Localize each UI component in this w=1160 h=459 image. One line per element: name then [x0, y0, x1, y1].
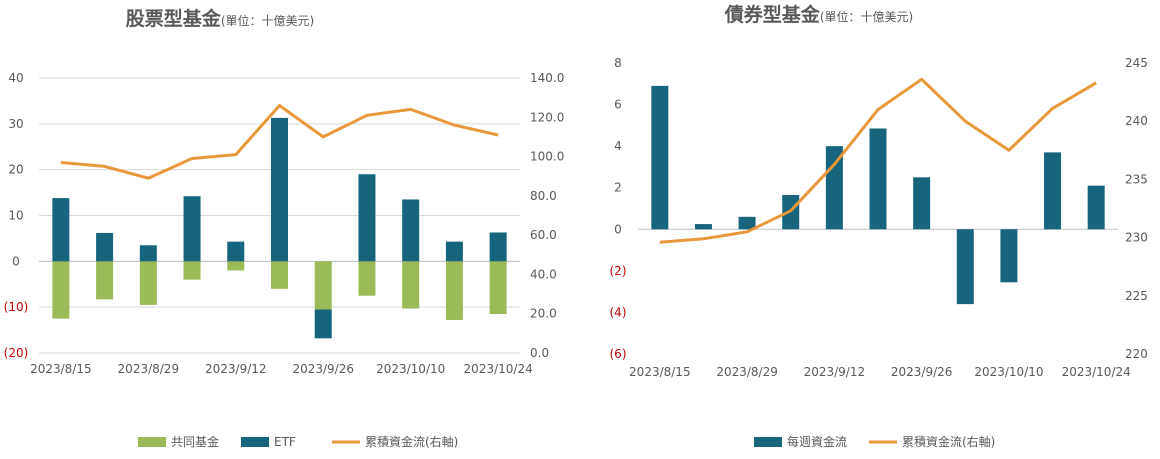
- bar-flow: [1000, 229, 1018, 283]
- bond-fund-chart: 債券型基金(單位：十億美元) (6) (4) (2) 0 2 4 6 8 220 225 230 235…: [580, 0, 1160, 459]
- bar-etf: [227, 241, 245, 262]
- legend-label: 累積資金流(右軸): [365, 434, 458, 449]
- y-right-tick-label: 230: [1125, 231, 1148, 245]
- legend-label: 累積資金流(右軸): [902, 434, 995, 449]
- bar-flow: [358, 261, 376, 296]
- bar-flow: [445, 261, 463, 320]
- y-right-tick-label: 235: [1125, 172, 1148, 186]
- bond-fund-chart-svg: 債券型基金(單位：十億美元) (6) (4) (2) 0 2 4 6 8 220 225 230 235…: [610, 3, 1148, 449]
- bar-etf: [183, 196, 201, 262]
- equity-fund-chart-svg: 股票型基金(單位：十億美元) (20) (10) 0 10 20 30 40 0.0 20.0 40…: [4, 7, 565, 449]
- x-tick-label: 2023/9/26: [292, 362, 354, 376]
- cumulative-flow-line: [659, 77, 1097, 244]
- bar-flow: [651, 85, 669, 230]
- legend-swatch: [138, 437, 166, 447]
- equity-fund-chart: 股票型基金(單位：十億美元) (20) (10) 0 10 20 30 40 0.0 20.0 40…: [4, 7, 565, 449]
- chart-title-main: 股票型基金: [126, 7, 222, 30]
- bar-flow: [96, 261, 114, 300]
- y-right-tick-label: 225: [1125, 289, 1148, 303]
- y-right-tick-label: 80.0: [530, 189, 557, 203]
- x-tick-label: 2023/9/26: [891, 365, 953, 379]
- y-left-tick-label: 2: [614, 181, 622, 195]
- x-tick-label: 2023/9/12: [205, 362, 267, 376]
- y-right-tick-label: 140.0: [530, 71, 564, 85]
- bar-flow: [694, 224, 712, 230]
- bar-etf: [402, 199, 420, 262]
- y-left-tick-label: 40: [8, 71, 23, 85]
- x-tick-label: 2023/8/15: [30, 362, 92, 376]
- y-right-tick-label: 20.0: [530, 307, 557, 321]
- bar-etf: [445, 241, 463, 262]
- y-left-tick-label: (4): [610, 305, 627, 319]
- chart-title-main: 債券型基金: [724, 3, 821, 26]
- bar-etf: [52, 198, 70, 262]
- y-left-tick-label: 4: [614, 139, 622, 153]
- bar-flow: [956, 229, 974, 305]
- y-right-tick-label: 220: [1125, 347, 1148, 361]
- cumulative-flow-line: [60, 104, 499, 180]
- bar-etf: [489, 232, 507, 262]
- bar-etf: [271, 117, 288, 262]
- x-tick-label: 2023/8/29: [716, 365, 778, 379]
- y-left-tick-label: (2): [610, 264, 627, 278]
- y-right-tick-label: 100.0: [530, 150, 564, 164]
- bar-flow: [1044, 152, 1062, 230]
- x-tick-label: 2023/10/10: [376, 362, 445, 376]
- bar-flow: [1087, 185, 1105, 230]
- legend-label: 共同基金: [171, 434, 219, 449]
- bar-flow: [139, 261, 157, 305]
- chart-title-unit: (單位：十億美元): [221, 13, 314, 28]
- bar-etf: [139, 245, 157, 262]
- y-right-tick-label: 60.0: [530, 228, 557, 242]
- bar-etf: [358, 174, 376, 262]
- chart-title: 債券型基金(單位：十億美元): [724, 3, 913, 26]
- y-right-tick-label: 0.0: [530, 346, 549, 360]
- y-right-tick-label: 245: [1125, 56, 1148, 70]
- bar-flow: [52, 261, 70, 319]
- y-left-tick-label: (10): [4, 300, 29, 314]
- y-right-tick-label: 120.0: [530, 110, 564, 124]
- y-left-tick-label: 0: [614, 222, 622, 236]
- bar-flow: [271, 261, 288, 289]
- x-tick-label: 2023/8/29: [118, 362, 180, 376]
- x-tick-label: 2023/10/24: [1062, 365, 1131, 379]
- chart-title-unit: (單位：十億美元): [820, 9, 913, 24]
- x-tick-label: 2023/10/10: [974, 365, 1043, 379]
- y-right-tick-label: 240: [1125, 114, 1148, 128]
- y-left-tick-label: (20): [4, 346, 29, 360]
- y-left-tick-label: 6: [614, 98, 622, 112]
- y-left-tick-label: 20: [8, 163, 23, 177]
- y-left-tick-label: 8: [614, 56, 622, 70]
- legend-label: 每週資金流: [787, 434, 847, 449]
- bar-flow: [869, 128, 887, 230]
- y-left-tick-label: (6): [610, 347, 627, 361]
- bar-etf: [314, 309, 332, 339]
- legend-swatch: [241, 437, 269, 447]
- y-left-tick-label: 0: [12, 254, 20, 268]
- bar-flow: [227, 261, 245, 271]
- chart-title: 股票型基金(單位：十億美元): [126, 7, 314, 30]
- y-left-tick-label: 30: [8, 117, 23, 131]
- x-tick-label: 2023/8/15: [629, 365, 691, 379]
- legend-label: ETF: [274, 435, 296, 449]
- y-right-tick-label: 40.0: [530, 267, 557, 281]
- x-tick-label: 2023/9/12: [804, 365, 866, 379]
- y-left-tick-label: 10: [8, 209, 23, 223]
- bar-flow: [738, 216, 756, 230]
- bar-flow: [402, 261, 420, 309]
- bar-flow: [913, 177, 931, 230]
- bar-flow: [183, 261, 201, 280]
- bar-flow: [314, 261, 332, 310]
- bar-flow: [489, 261, 507, 315]
- bar-etf: [96, 232, 114, 262]
- legend-swatch: [754, 437, 782, 447]
- x-tick-label: 2023/10/24: [464, 362, 533, 376]
